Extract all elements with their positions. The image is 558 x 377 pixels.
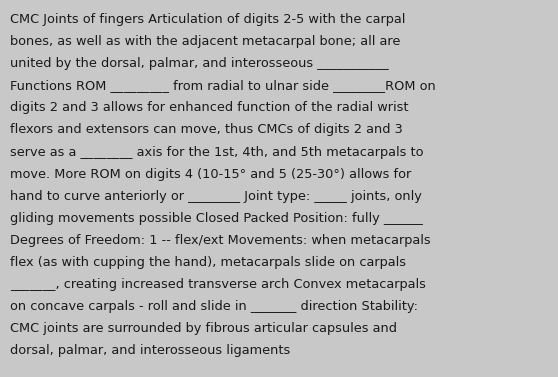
Text: gliding movements possible Closed Packed Position: fully ______: gliding movements possible Closed Packed… — [10, 212, 423, 225]
Text: bones, as well as with the adjacent metacarpal bone; all are: bones, as well as with the adjacent meta… — [10, 35, 401, 48]
Text: CMC joints are surrounded by fibrous articular capsules and: CMC joints are surrounded by fibrous art… — [10, 322, 397, 335]
Text: dorsal, palmar, and interosseous ligaments: dorsal, palmar, and interosseous ligamen… — [10, 344, 290, 357]
Text: move. More ROM on digits 4 (10-15° and 5 (25-30°) allows for: move. More ROM on digits 4 (10-15° and 5… — [10, 167, 411, 181]
Text: serve as a ________ axis for the 1st, 4th, and 5th metacarpals to: serve as a ________ axis for the 1st, 4t… — [10, 146, 424, 158]
Text: united by the dorsal, palmar, and interosseous ___________: united by the dorsal, palmar, and intero… — [10, 57, 389, 70]
Text: digits 2 and 3 allows for enhanced function of the radial wrist: digits 2 and 3 allows for enhanced funct… — [10, 101, 408, 114]
Text: CMC Joints of fingers Articulation of digits 2-5 with the carpal: CMC Joints of fingers Articulation of di… — [10, 13, 406, 26]
Text: Degrees of Freedom: 1 -- flex/ext Movements: when metacarpals: Degrees of Freedom: 1 -- flex/ext Moveme… — [10, 234, 431, 247]
Text: on concave carpals - roll and slide in _______ direction Stability:: on concave carpals - roll and slide in _… — [10, 300, 418, 313]
Text: Functions ROM _________ from radial to ulnar side ________ROM on: Functions ROM _________ from radial to u… — [10, 80, 436, 92]
Text: flex (as with cupping the hand), metacarpals slide on carpals: flex (as with cupping the hand), metacar… — [10, 256, 406, 269]
Text: _______, creating increased transverse arch Convex metacarpals: _______, creating increased transverse a… — [10, 278, 426, 291]
Text: hand to curve anteriorly or ________ Joint type: _____ joints, only: hand to curve anteriorly or ________ Joi… — [10, 190, 422, 202]
Text: flexors and extensors can move, thus CMCs of digits 2 and 3: flexors and extensors can move, thus CMC… — [10, 124, 403, 136]
